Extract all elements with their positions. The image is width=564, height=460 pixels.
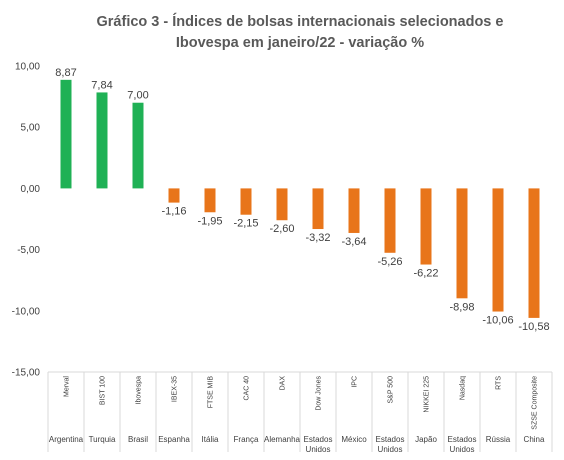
bar-8 [348,188,360,233]
data-label: -8,98 [449,301,474,313]
data-label: 8,87 [55,67,76,79]
data-label: -2,15 [233,218,258,230]
x-category-index-label: RTS [496,376,503,390]
x-category-country-label: China [524,435,545,444]
x-category-country-label: México [341,435,367,444]
x-category-country-label: Estados [448,435,477,444]
data-label: -10,06 [482,315,513,327]
x-category-country-label: Espanha [158,435,190,444]
y-axis: 10,00 5,00 0,00 -5,00 -10,00 -15,00 [12,62,41,379]
x-axis-table: Merval Argentina BIST 100 Turquia Ibovespa Br… [47,371,553,454]
data-label: 7,00 [127,90,148,102]
chart-title-line-1: Gráfico 3 - Índices de bolsas internacio… [97,13,504,30]
bar-5 [240,188,252,215]
x-category-country-label: Estados [304,435,333,444]
x-category-index-label: Ibovespa [136,376,143,405]
bar-6 [276,188,288,221]
bar-11 [456,188,468,299]
bar-1 [96,92,108,189]
data-label: -5,26 [377,256,402,268]
data-label: -1,16 [161,206,186,218]
data-labels: 8,87 7,84 7,00 -1,16 -1,95 -2,15 -2,60 -3,32 -3,… [55,67,549,333]
data-label: -2,60 [269,223,294,235]
y-tick-label: 5,00 [21,123,41,134]
data-label: -1,95 [197,215,222,227]
x-category-country-label: Unidos [306,445,331,454]
bar-2 [132,102,144,189]
x-category-index-label: SZSE Composite [532,376,539,430]
data-label: 7,84 [91,79,112,91]
y-tick-label: -15,00 [12,368,41,379]
bar-3 [168,188,180,203]
data-label: -3,32 [305,232,330,244]
x-category-country-label: Rússia [486,435,511,444]
bar-9 [384,188,396,253]
data-label: -3,64 [341,236,366,248]
x-category-index-label: S&P 500 [388,376,395,404]
x-category-country-label: Brasil [128,435,148,444]
x-category-index-label: CAC 40 [244,376,251,401]
data-label: -10,58 [518,321,549,333]
x-category-index-label: BIST 100 [100,376,107,405]
x-category-index-label: NIKKEI 225 [424,376,431,413]
x-category-country-label: Unidos [378,445,403,454]
y-tick-label: -5,00 [17,245,40,256]
x-category-country-label: Unidos [450,445,475,454]
x-category-index-label: DAX [280,376,287,391]
bars [60,79,540,318]
chart-title: Gráfico 3 - Índices de bolsas internacio… [97,13,504,51]
x-category-country-label: Turquia [89,435,116,444]
chart-title-line-2: Ibovespa em janeiro/22 - variação % [176,35,424,51]
x-category-country-label: Japão [415,435,437,444]
y-tick-label: 0,00 [21,184,41,195]
x-category-index-label: Dow Jones [316,376,323,411]
x-category-index-label: Merval [64,376,71,397]
x-category-index-label: IBEX-35 [172,376,179,402]
bar-13 [528,188,540,318]
data-label: -6,22 [413,268,438,280]
x-category-index-label: FTSE MIB [208,376,215,409]
x-category-index-label: IPC [352,376,359,388]
y-tick-label: 10,00 [15,62,40,73]
x-category-country-label: Argentina [49,435,84,444]
bar-12 [492,188,504,312]
x-category-country-label: Estados [376,435,405,444]
x-category-country-label: França [234,435,259,444]
bar-4 [204,188,216,213]
bar-0 [60,79,72,189]
y-tick-label: -10,00 [12,306,41,317]
x-category-index-label: Nasdaq [460,376,467,400]
bar-7 [312,188,324,230]
x-category-country-label: Itália [202,435,219,444]
bar-10 [420,188,432,265]
x-category-country-label: Alemanha [264,435,301,444]
